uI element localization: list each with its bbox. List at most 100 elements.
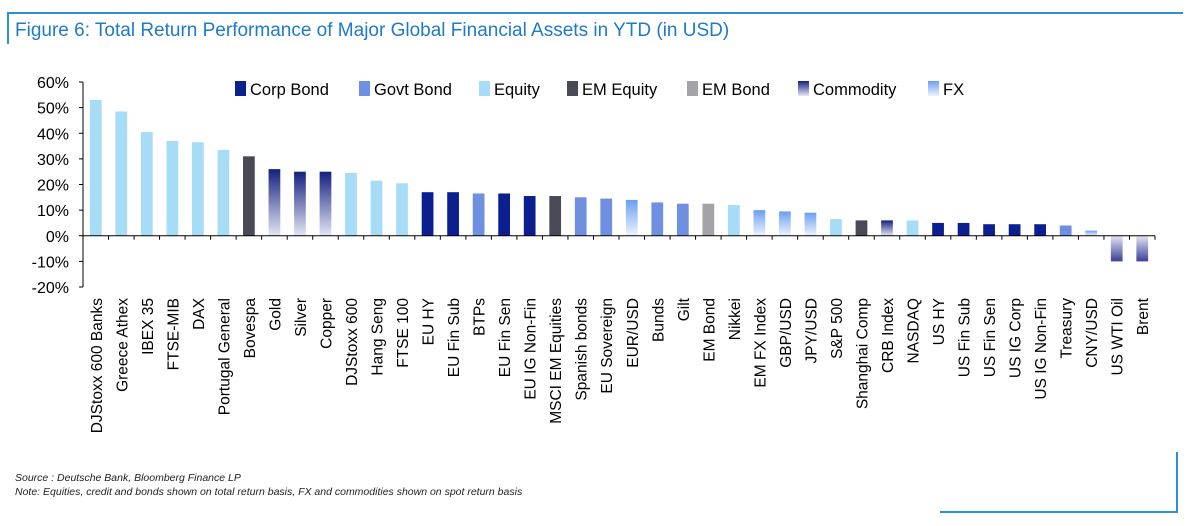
x-tick-label: S&P 500 [829, 298, 846, 359]
legend-swatch-em-bond [687, 81, 698, 96]
bar-nasdaq [906, 220, 919, 236]
x-tick-label: DAX [191, 297, 208, 330]
x-tick-label: EM FX Index [752, 298, 769, 388]
x-tick-label: Bovespa [242, 298, 259, 359]
bar-us-ig-corp [1008, 224, 1021, 236]
x-tick-label: FTSE 100 [395, 298, 412, 368]
legend-swatch-corp-bond [235, 81, 246, 96]
bar-btps [472, 193, 485, 236]
bar-silver [294, 171, 306, 236]
legend-label-fx: FX [943, 81, 964, 99]
bar-msci-em-equities [549, 196, 562, 236]
x-tick-label: CRB Index [880, 298, 897, 373]
y-tick-label: 20% [37, 178, 69, 195]
x-tick-label: US Fin Sub [957, 298, 974, 377]
bar-ftse-100 [396, 183, 408, 236]
x-tick-label: Nikkei [727, 298, 744, 340]
x-tick-label: NASDAQ [906, 298, 923, 363]
bar-gbp-usd [779, 211, 791, 236]
frame-top-border [7, 12, 1183, 14]
bar-shanghai-comp [855, 220, 868, 236]
x-tick-label: JPY/USD [803, 298, 820, 363]
x-tick-label: Bunds [650, 298, 667, 342]
x-tick-label: EU Fin Sub [446, 298, 463, 377]
bar-nikkei [727, 205, 740, 236]
y-tick-label: -20% [32, 280, 69, 297]
x-tick-label: Shanghai Comp [854, 298, 871, 409]
bar-brent [1136, 235, 1149, 262]
legend-swatch-equity [479, 81, 490, 96]
bar-cny-usd [1085, 230, 1098, 236]
x-tick-label: IBEX 35 [140, 298, 157, 355]
bar-em-fx-index [753, 210, 766, 236]
x-tick-label: US WTI Oil [1110, 298, 1127, 376]
bar-treasury [1059, 225, 1072, 236]
bar-jpy-usd [804, 212, 817, 236]
x-tick-label: EU Sovereign [599, 298, 616, 394]
x-tick-label: US IG Corp [1008, 298, 1025, 378]
bar-spanish-bonds [574, 197, 587, 236]
legend-label-em-bond: EM Bond [702, 81, 770, 99]
x-tick-label: Portugal General [216, 298, 233, 415]
x-tick-label: Copper [318, 298, 335, 349]
bar-eur-usd [625, 199, 638, 236]
x-tick-label: DJStoxx 600 Banks [89, 298, 106, 434]
x-tick-label: US IG Non-Fin [1033, 298, 1050, 400]
x-tick-label: Spanish bonds [574, 298, 591, 401]
bar-bunds [651, 202, 664, 236]
legend-label-govt-bond: Govt Bond [374, 81, 452, 99]
bar-djstoxx-600-banks [89, 99, 102, 236]
bar-em-bond [702, 203, 715, 236]
x-tick-label: EUR/USD [625, 298, 642, 368]
bar-eu-sovereign [600, 198, 613, 236]
bar-gilt [676, 203, 689, 236]
x-tick-label: DJStoxx 600 [344, 298, 361, 386]
legend-swatch-commodity [798, 81, 809, 96]
methodology-note: Note: Equities, credit and bonds shown o… [15, 486, 523, 498]
bar-gold [268, 169, 281, 236]
bar-greece-athex [115, 111, 128, 236]
source-note: Source : Deutsche Bank, Bloomberg Financ… [15, 472, 241, 484]
y-tick-label: 50% [37, 101, 69, 118]
bar-us-ig-non-fin [1034, 224, 1047, 236]
bar-hang-seng [370, 180, 383, 236]
x-tick-label: Gilt [676, 297, 693, 321]
y-tick-label: -10% [32, 254, 69, 271]
frame-bottom-border [940, 511, 1178, 513]
x-tick-label: MSCI EM Equities [548, 298, 565, 424]
bar-eu-hy [421, 192, 434, 236]
legend-label-equity: Equity [494, 81, 541, 99]
x-tick-label: EU Fin Sen [497, 298, 514, 377]
bar-eu-ig-non-fin [523, 196, 536, 236]
bar-us-fin-sub [957, 222, 970, 236]
bar-djstoxx-600 [345, 172, 357, 236]
bar-us-fin-sen [983, 224, 995, 236]
x-tick-label: Hang Seng [370, 298, 387, 376]
figure-title: Figure 6: Total Return Performance of Ma… [15, 20, 730, 41]
legend-swatch-fx [928, 81, 939, 96]
bar-s-p-500 [830, 219, 842, 236]
x-tick-label: US HY [931, 298, 948, 345]
legend-swatch-em-equity [567, 81, 578, 96]
x-tick-label: FTSE-MIB [165, 298, 182, 370]
x-tick-label: Greece Athex [114, 298, 131, 392]
y-tick-label: 60% [37, 75, 69, 92]
legend-swatch-govt-bond [359, 81, 370, 96]
x-tick-label: CNY/USD [1084, 298, 1101, 368]
bar-eu-fin-sen [498, 193, 511, 236]
x-tick-label: EU IG Non-Fin [523, 298, 540, 400]
bar-copper [319, 171, 332, 236]
x-tick-label: Brent [1135, 297, 1152, 335]
x-tick-label: Gold [267, 298, 284, 331]
bar-eu-fin-sub [447, 192, 459, 236]
x-tick-label: BTPs [472, 298, 489, 336]
legend-label-corp-bond: Corp Bond [250, 81, 329, 99]
bar-crb-index [881, 220, 893, 236]
frame-left-border [7, 12, 9, 44]
bar-bovespa [243, 156, 255, 236]
bar-portugal-general [217, 149, 230, 236]
legend-label-em-equity: EM Equity [582, 81, 658, 99]
x-tick-label: US Fin Sen [982, 298, 999, 377]
frame-right-border [1176, 452, 1178, 512]
